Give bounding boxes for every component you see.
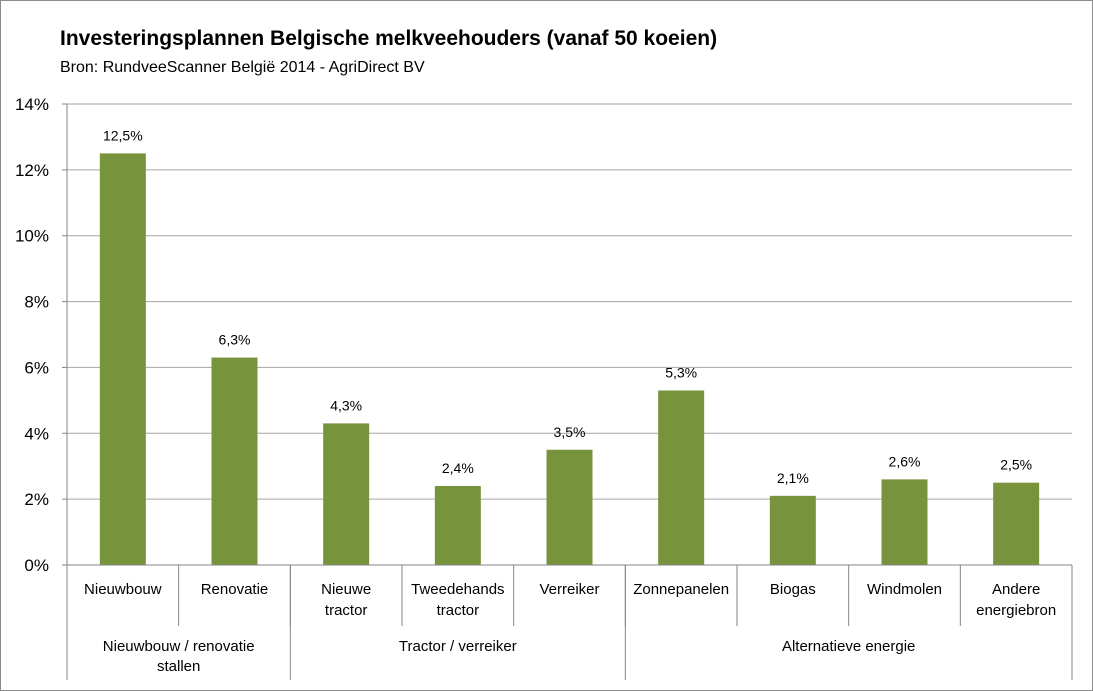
- data-label: 5,3%: [665, 364, 697, 380]
- x-group-label: Nieuwbouw / renovatie: [103, 638, 255, 655]
- x-category-label: Windmolen: [867, 581, 942, 598]
- x-group-label: Alternatieve energie: [782, 638, 915, 655]
- bar: [211, 357, 258, 565]
- x-category-label: Verreiker: [539, 581, 599, 598]
- x-category-label: tractor: [437, 602, 480, 619]
- x-category-label: Zonnepanelen: [633, 581, 729, 598]
- y-tick-label: 6%: [24, 358, 49, 377]
- data-label: 2,4%: [442, 460, 474, 476]
- x-category-label: Tweedehands: [411, 581, 504, 598]
- bar: [658, 390, 705, 565]
- x-group-label: Tractor / verreiker: [399, 638, 517, 655]
- y-tick-label: 8%: [24, 293, 49, 312]
- data-label: 2,5%: [1000, 457, 1032, 473]
- x-category-label: Nieuwe: [321, 581, 371, 598]
- chart-subtitle: Bron: RundveeScanner België 2014 - AgriD…: [60, 59, 425, 76]
- y-tick-label: 10%: [15, 227, 49, 246]
- data-label: 2,6%: [889, 453, 921, 469]
- y-tick-label: 14%: [15, 95, 49, 114]
- x-category-label: Andere: [992, 581, 1040, 598]
- data-label: 12,5%: [103, 127, 143, 143]
- x-category-label: Renovatie: [201, 581, 269, 598]
- bar: [993, 482, 1040, 565]
- data-label: 2,1%: [777, 470, 809, 486]
- y-tick-label: 0%: [24, 556, 49, 575]
- bar: [323, 423, 370, 565]
- data-label: 3,5%: [554, 424, 586, 440]
- x-group-label: stallen: [157, 658, 200, 675]
- x-category-label: Nieuwbouw: [84, 581, 162, 598]
- data-label: 6,3%: [219, 332, 251, 348]
- bar: [99, 153, 146, 565]
- x-category-label: Biogas: [770, 581, 816, 598]
- bar: [769, 495, 816, 565]
- x-category-label: tractor: [325, 602, 368, 619]
- data-label: 4,3%: [330, 397, 362, 413]
- bar: [881, 479, 928, 565]
- y-tick-label: 2%: [24, 490, 49, 509]
- chart-title: Investeringsplannen Belgische melkveehou…: [60, 27, 718, 50]
- y-tick-label: 12%: [15, 161, 49, 180]
- bar: [434, 485, 481, 565]
- y-tick-label: 4%: [24, 424, 49, 443]
- x-category-label: energiebron: [976, 602, 1056, 619]
- bar: [546, 449, 593, 565]
